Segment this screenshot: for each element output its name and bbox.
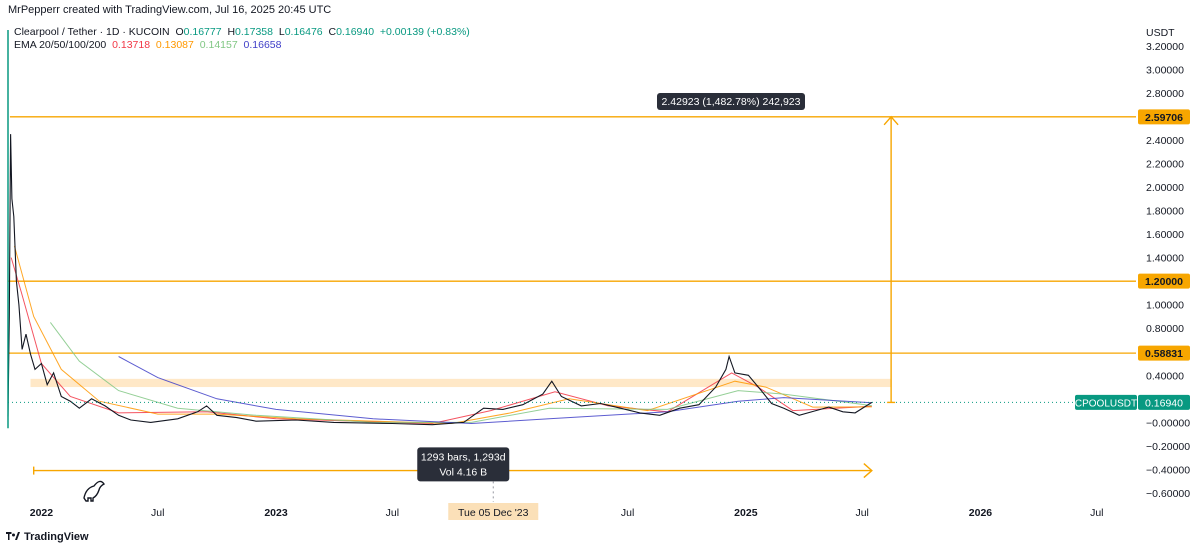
x-tick-label-5: 2025 (734, 507, 758, 519)
symbol-row[interactable]: Clearpool / Tether · 1D · KUCOIN O0.1677… (14, 26, 470, 39)
footer: TradingView (6, 531, 89, 543)
y-tick-label-6: 1.80000 (1146, 206, 1184, 218)
measure-time-vol-text: Vol 4.16 B (439, 466, 487, 478)
chart-header: MrPepperr created with TradingView.com, … (8, 4, 331, 16)
y-tick-label-14: −0.40000 (1146, 464, 1190, 476)
last-price-symbol: CPOOLUSDT (1075, 398, 1137, 409)
ema200-value: 0.16658 (243, 39, 282, 51)
x-tick-label-4: Jul (621, 507, 634, 519)
ema100-value: 0.14157 (199, 39, 238, 51)
y-tick-label-9: 1.00000 (1146, 300, 1184, 312)
y-tick-label-7: 1.60000 (1146, 229, 1184, 241)
ohlc-high-label: H (227, 26, 236, 38)
level-axis-box-0 (1138, 109, 1190, 125)
ohlc-high-value: 0.17358 (235, 26, 273, 38)
y-tick-label-4: 2.20000 (1146, 159, 1184, 171)
last-price-axis-box (1138, 394, 1190, 410)
ohlc-low-label: L (278, 26, 285, 38)
level-axis-box-1 (1138, 273, 1190, 289)
dino-icon (83, 480, 106, 502)
ohlc-open-value: 0.16777 (183, 26, 222, 38)
price-line[interactable] (7, 134, 873, 426)
x-tick-label-8: Jul (1090, 507, 1103, 519)
y-tick-label-11: 0.40000 (1146, 370, 1184, 382)
crosshair-date-label: Tue 05 Dec '23 (458, 507, 529, 519)
y-tick-label-3: 2.40000 (1146, 135, 1184, 147)
crosshair-date-box (448, 503, 539, 520)
ema-label[interactable]: EMA 20/50/100/200 (14, 39, 107, 51)
ema20-value: 0.13718 (112, 39, 151, 51)
level-axis-label-1: 1.20000 (1145, 276, 1183, 288)
ema-line-50[interactable] (13, 245, 872, 425)
x-tick-label-0: 2022 (30, 507, 54, 519)
ohlc-low-value: 0.16476 (284, 26, 323, 38)
x-tick-label-2: 2023 (264, 507, 288, 519)
y-tick-label-13: −0.20000 (1146, 441, 1190, 453)
level-axis-box-2 (1138, 345, 1190, 361)
ohlc-open-label: O (175, 26, 184, 38)
y-tick-label-1: 3.00000 (1146, 64, 1184, 76)
created-by-text: MrPepperr created with TradingView.com, … (8, 4, 332, 16)
measure-time-box (417, 447, 510, 482)
supply-zone[interactable] (30, 378, 892, 388)
y-tick-label-2: 2.80000 (1146, 88, 1184, 100)
y-tick-label-10: 0.80000 (1146, 323, 1184, 335)
chart-legend: Clearpool / Tether · 1D · KUCOIN O0.1677… (14, 26, 470, 52)
ohlc-close-label: C (328, 26, 337, 38)
ema-line-200[interactable] (118, 356, 872, 425)
ema-row[interactable]: EMA 20/50/100/200 0.13718 0.13087 0.1415… (14, 39, 470, 52)
measure-price-box (657, 93, 805, 110)
y-tick-label-12: −0.00000 (1146, 417, 1190, 429)
level-axis-label-0: 2.59706 (1145, 112, 1183, 124)
ema-line-100[interactable] (49, 322, 872, 423)
level-axis-label-2: 0.58831 (1145, 348, 1183, 360)
x-tick-label-1: Jul (151, 507, 164, 519)
last-price-axis-label: 0.16940 (1145, 397, 1183, 409)
x-tick-label-3: Jul (386, 507, 399, 519)
measure-price-text: 2.42923 (1,482.78%) 242,923 (662, 96, 801, 108)
y-tick-label-0: 3.20000 (1146, 41, 1184, 53)
last-price-symbol-box (1075, 394, 1137, 410)
currency-label: USDT (1146, 27, 1175, 39)
ohlc-close-value: 0.16940 (336, 26, 375, 38)
x-tick-label-7: 2026 (969, 507, 993, 519)
symbol-title[interactable]: Clearpool / Tether · 1D · KUCOIN (14, 26, 170, 38)
tradingview-logo-icon (6, 532, 20, 540)
y-tick-label-5: 2.00000 (1146, 182, 1184, 194)
measure-time-bars-text: 1293 bars, 1,293d (421, 451, 506, 463)
measure-price-arrow-icon (883, 115, 899, 126)
ema50-value: 0.13087 (155, 39, 194, 51)
y-tick-label-8: 1.40000 (1146, 253, 1184, 265)
tradingview-brand: TradingView (24, 531, 89, 543)
x-tick-label-6: Jul (855, 507, 868, 519)
change-value: +0.00139 (+0.83%) (379, 26, 470, 38)
ema-line-20[interactable] (10, 257, 872, 425)
y-tick-label-15: −0.60000 (1146, 488, 1190, 500)
measure-time-arrow-icon (863, 463, 873, 479)
